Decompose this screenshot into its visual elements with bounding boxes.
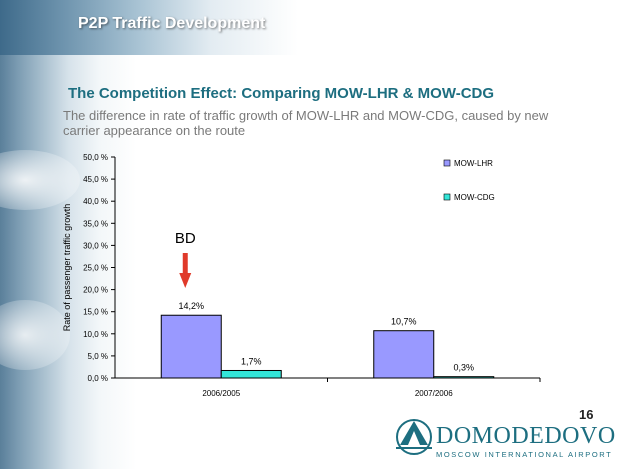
y-tick-label: 30,0 % [83,241,108,250]
slide-header-title: P2P Traffic Development [78,15,266,32]
y-tick-label: 35,0 % [83,219,108,228]
legend-swatch [443,159,451,167]
logo-subtitle: MOSCOW INTERNATIONAL AIRPORT [436,450,613,459]
annotation-arrow-shaft [182,253,188,274]
bar-mow-cdg [220,369,282,379]
annotation-label: BD [175,230,196,247]
y-tick-label: 45,0 % [83,175,108,184]
data-label: 0,3% [453,363,474,373]
header-band [0,0,621,55]
y-tick-label: 0,0 % [88,374,108,383]
bar-mow-lhr [160,314,222,379]
bar-mow-lhr [373,330,435,379]
y-tick-label: 5,0 % [88,352,108,361]
data-label: 1,7% [241,356,262,366]
y-tick-label: 15,0 % [83,308,108,317]
legend-label: MOW-LHR [454,159,493,168]
y-tick-label: 10,0 % [83,330,108,339]
y-tick-label: 50,0 % [83,153,108,162]
x-tick-label: 2006/2005 [202,389,240,398]
y-axis-label: Rate of passenger traffic growth [62,204,72,331]
y-tick-label: 40,0 % [83,197,108,206]
y-tick-label: 20,0 % [83,286,108,295]
y-tick-label: 25,0 % [83,264,108,273]
legend-label: MOW-CDG [454,193,495,202]
cloud-decoration [0,300,70,370]
x-tick-label: 2007/2006 [415,389,453,398]
logo-wordmark: DOMODEDOVO [436,423,616,449]
logo-emblem-icon [396,419,432,455]
data-label: 14,2% [178,301,204,311]
page-number: 16 [579,407,594,422]
bar-mow-cdg [433,376,495,379]
data-label: 10,7% [391,317,417,327]
annotation-arrow-icon [179,273,192,288]
section-title: The Competition Effect: Comparing MOW-LH… [68,85,495,102]
legend-swatch [443,193,451,201]
description-text: The difference in rate of traffic growth… [63,108,549,138]
airport-logo [396,419,432,455]
